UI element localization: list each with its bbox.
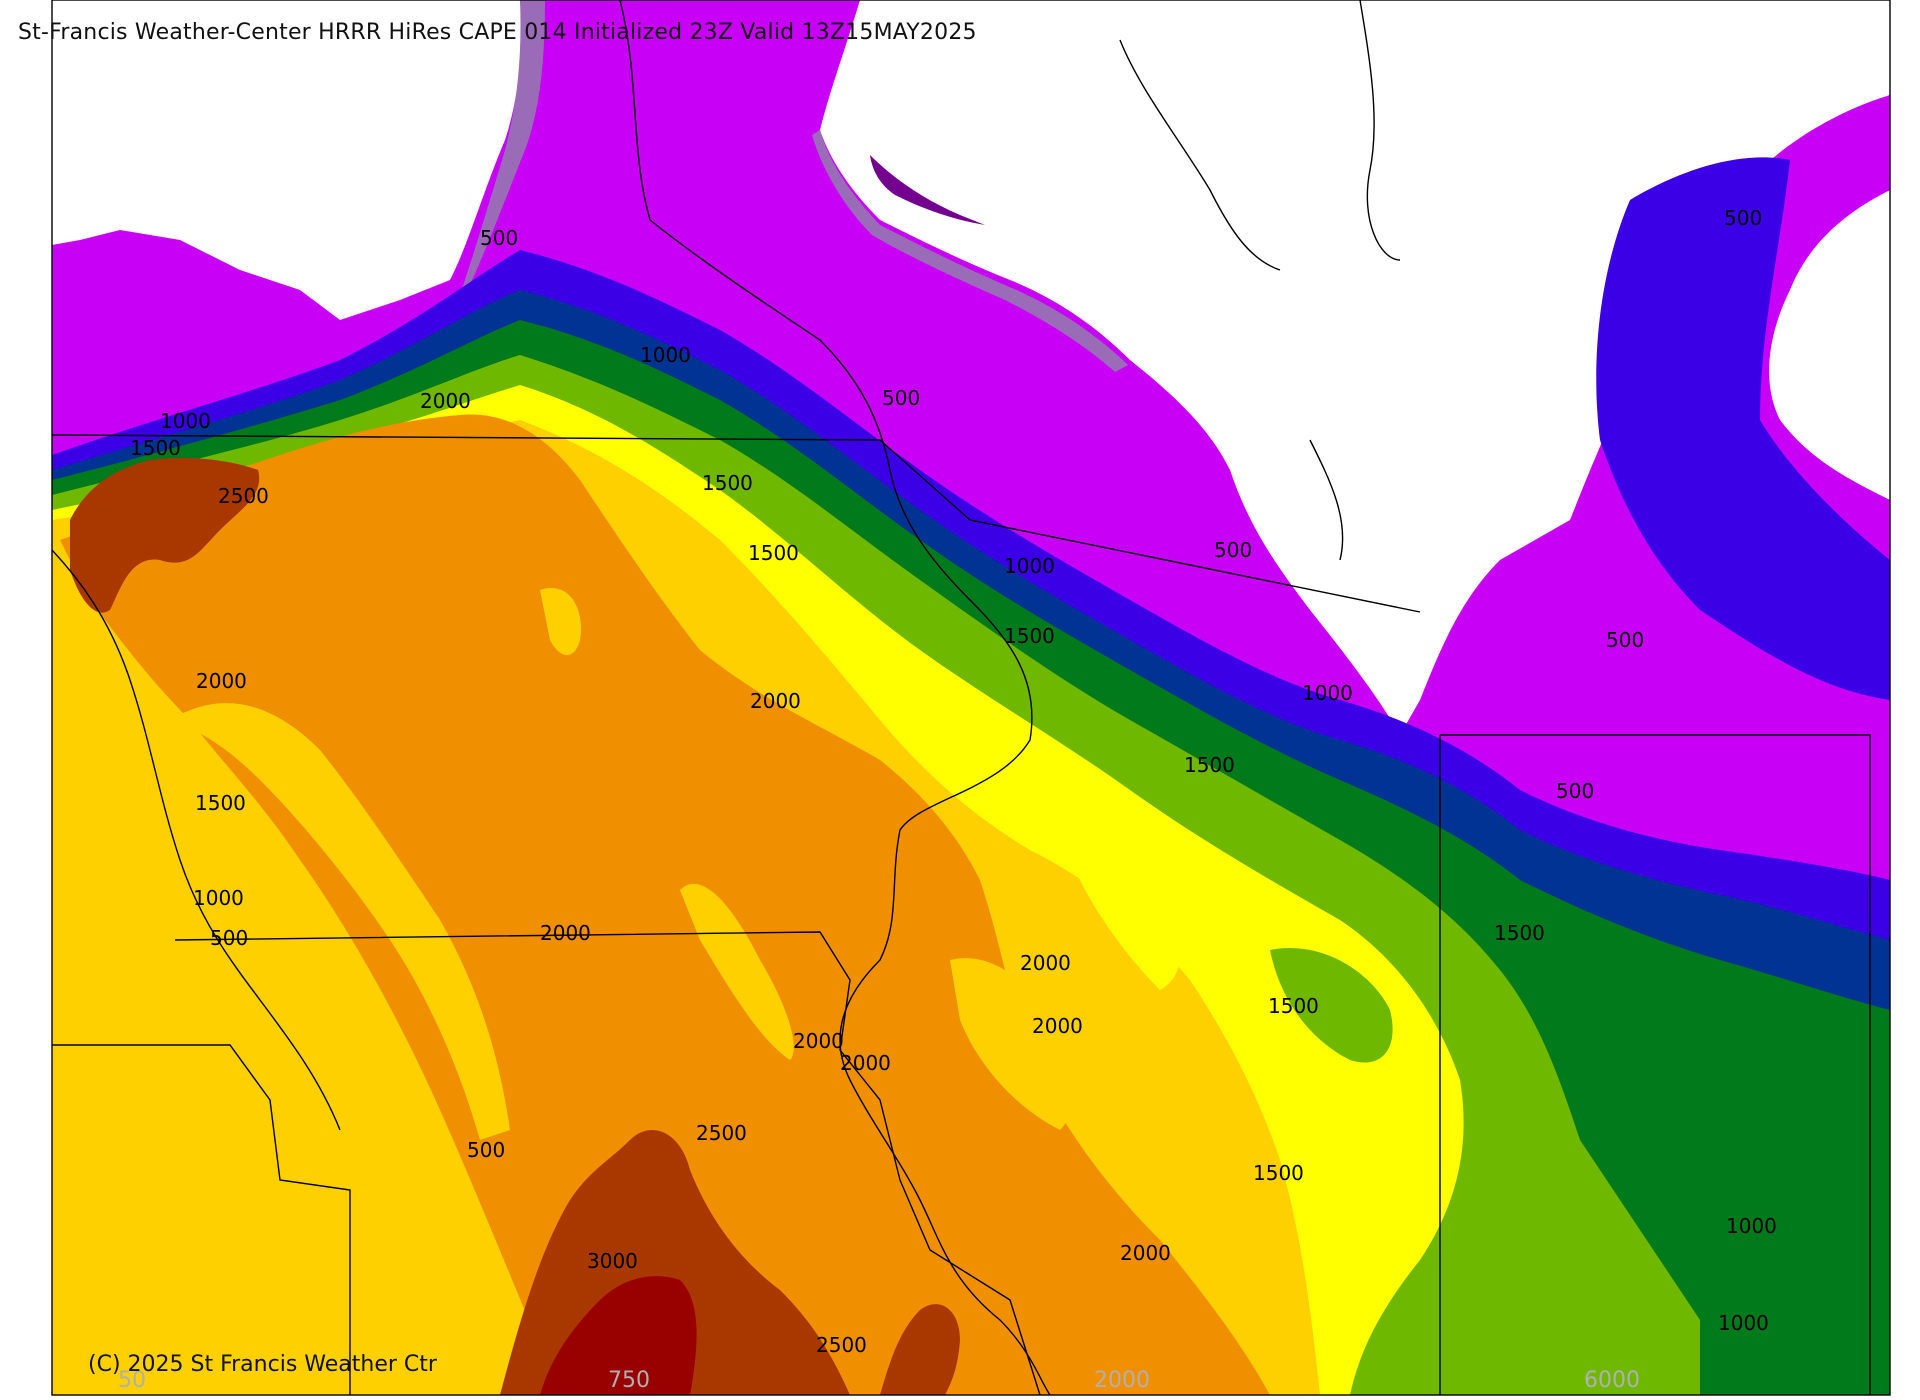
contour-label: 1500 bbox=[748, 541, 799, 565]
cape-band-2000-interior-1 bbox=[540, 588, 581, 655]
contour-label: 1500 bbox=[195, 791, 246, 815]
cape-band-1500-interior bbox=[1270, 948, 1393, 1063]
cape-band-3500-south-east bbox=[880, 1304, 960, 1395]
contour-label: 1000 bbox=[1004, 554, 1055, 578]
contour-label: 500 bbox=[210, 926, 248, 950]
cape-band-750-east-arm bbox=[1596, 157, 1890, 701]
contour-label: 1500 bbox=[702, 471, 753, 495]
nocape-region-north bbox=[52, 0, 522, 320]
cape-band-50-north bbox=[460, 0, 545, 295]
lake-shore-line bbox=[1119, 39, 1281, 271]
contour-label: 2000 bbox=[420, 389, 471, 413]
cape-band-2000-interior-2 bbox=[680, 883, 794, 1060]
contour-label: 500 bbox=[1214, 538, 1252, 562]
contour-label: 2500 bbox=[218, 484, 269, 508]
state-line-1 bbox=[51, 434, 1421, 613]
contour-label: 1000 bbox=[1726, 1214, 1777, 1238]
contour-label: 1000 bbox=[1302, 681, 1353, 705]
map-border bbox=[51, 0, 1891, 1396]
boundary-lines bbox=[51, 0, 1891, 1396]
nocape-region-east-coast bbox=[1769, 190, 1890, 500]
contour-label: 2000 bbox=[840, 1051, 891, 1075]
cape-band-4000-south bbox=[540, 1276, 697, 1395]
contour-label: 1000 bbox=[160, 409, 211, 433]
river-line-1 bbox=[619, 0, 1051, 1396]
colorbar-label: 50 bbox=[118, 1368, 146, 1393]
cape-band-2500 bbox=[60, 414, 1270, 1395]
contour-label: 1500 bbox=[1184, 753, 1235, 777]
state-line-5 bbox=[52, 1044, 351, 1395]
coast-line-west bbox=[51, 549, 341, 1131]
contour-label: 500 bbox=[882, 386, 920, 410]
colorbar-label: 750 bbox=[608, 1368, 650, 1393]
map-title: St-Francis Weather-Center HRRR HiRes CAP… bbox=[18, 20, 977, 45]
contour-label: 1000 bbox=[640, 343, 691, 367]
contour-label: 1500 bbox=[130, 436, 181, 460]
nocape-region-northeast bbox=[820, 0, 1890, 735]
contour-label: 2000 bbox=[196, 669, 247, 693]
contour-label: 1500 bbox=[1494, 921, 1545, 945]
contour-label: 2000 bbox=[540, 921, 591, 945]
contour-label: 1000 bbox=[193, 886, 244, 910]
colorbar-label: 6000 bbox=[1584, 1368, 1640, 1393]
cape-band-100-ne bbox=[870, 155, 985, 225]
state-line-2 bbox=[174, 931, 1041, 1396]
colorbar-labels: 50 750 2000 6000 bbox=[118, 1368, 1640, 1393]
contour-label: 2500 bbox=[696, 1121, 747, 1145]
contour-label: 2000 bbox=[1120, 1241, 1171, 1265]
cape-band-3500-northwest bbox=[70, 458, 260, 613]
contour-label: 1500 bbox=[1253, 1161, 1304, 1185]
contour-label: 500 bbox=[467, 1138, 505, 1162]
bay-outline bbox=[1309, 439, 1344, 561]
cape-band-1750-interior bbox=[1060, 810, 1181, 990]
contour-label: 1500 bbox=[1268, 994, 1319, 1018]
lake-shore-line-2 bbox=[1359, 0, 1401, 261]
contour-label: 2000 bbox=[750, 689, 801, 713]
contour-label: 500 bbox=[1556, 779, 1594, 803]
cape-band-2000-interior-3 bbox=[950, 958, 1075, 1130]
contour-label: 2000 bbox=[793, 1029, 844, 1053]
cape-band-50-ne bbox=[812, 130, 1128, 372]
contour-label: 2000 bbox=[1032, 1014, 1083, 1038]
contour-label: 2500 bbox=[816, 1333, 867, 1357]
contour-label: 3000 bbox=[587, 1249, 638, 1273]
contour-label: 500 bbox=[1606, 628, 1644, 652]
contour-label: 2000 bbox=[1020, 951, 1071, 975]
state-line-3 bbox=[1440, 734, 1871, 1395]
copyright-text: (C) 2025 St Francis Weather Ctr bbox=[88, 1352, 437, 1377]
colorbar-label: 2000 bbox=[1094, 1368, 1150, 1393]
cape-band-2000-west-lobe bbox=[170, 703, 510, 1140]
contour-label: 1000 bbox=[1718, 1311, 1769, 1335]
contour-label: 500 bbox=[1724, 206, 1762, 230]
contour-label: 1500 bbox=[1004, 624, 1055, 648]
contour-labels: 500 1000 2000 500 1000 1500 2500 1500 15… bbox=[130, 206, 1777, 1357]
contour-label: 500 bbox=[480, 226, 518, 250]
